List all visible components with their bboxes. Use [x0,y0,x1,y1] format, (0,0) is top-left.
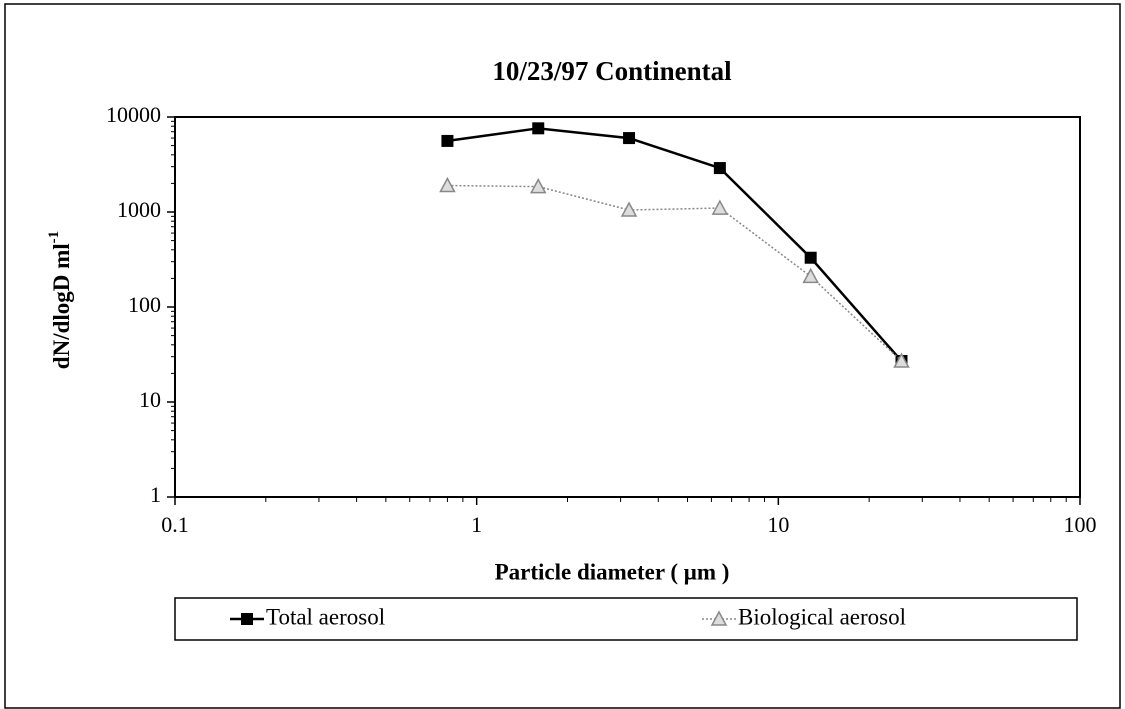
chart-title: 10/23/97 Continental [492,56,732,86]
series-marker [893,352,910,368]
y-tick-label: 10000 [106,102,161,127]
series-marker [529,178,547,194]
x-tick-label: 0.1 [161,512,189,537]
series-marker [623,132,636,145]
x-tick-label: 100 [1064,512,1097,537]
x-axis-label: Particle diameter ( μm ) [495,559,730,584]
y-axis-label-text: dN/dlogD ml [49,243,74,369]
series-marker [532,122,545,135]
legend-box [174,597,1078,641]
y-tick-label: 1 [150,482,161,507]
legend-swatch-marker [241,613,253,625]
y-tick-label: 10 [139,387,161,412]
y-tick-label: 100 [128,292,161,317]
plot-frame [174,116,1081,498]
series-marker [713,162,726,175]
series-marker [439,176,456,193]
series-marker [802,267,819,284]
series-line [447,127,903,362]
series-marker [620,201,638,217]
series-marker [804,251,817,264]
x-tick-label: 10 [767,512,789,537]
legend-label: Biological aerosol [738,604,906,629]
series-marker [441,134,454,147]
series-line [447,184,902,362]
x-tick-label: 1 [471,512,482,537]
legend-label: Total aerosol [266,604,385,629]
y-axis-label-sup: -1 [46,231,62,244]
legend-swatch-marker [710,610,728,626]
series-marker [711,199,729,215]
y-tick-label: 1000 [117,197,161,222]
y-axis-label: dN/dlogD ml-1 [46,231,74,369]
figure-frame [4,3,1121,709]
